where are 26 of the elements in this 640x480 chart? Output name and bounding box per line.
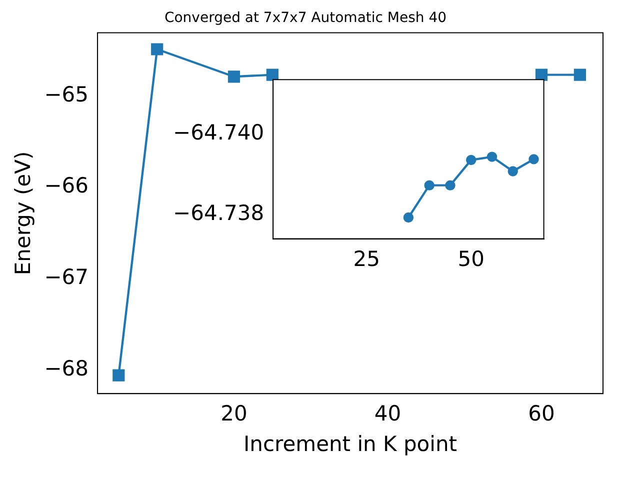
x-axis-title: Increment in K point	[243, 432, 458, 456]
y-tick-label: −66	[44, 174, 89, 198]
y-tick-label: −67	[44, 264, 89, 289]
point	[574, 68, 586, 81]
x-tick-label: 50	[458, 246, 484, 271]
point	[528, 154, 539, 164]
x-tick-label: 25	[353, 246, 380, 271]
x-tick-label: 20	[220, 402, 248, 426]
chart-title: Converged at 7x7x7 Automatic Mesh 40	[164, 10, 447, 26]
y-tick-label: −64.738	[172, 201, 264, 226]
y-tick-label: −64.740	[172, 120, 264, 145]
point	[228, 70, 240, 83]
y-axis-title: Energy (eV)	[11, 151, 36, 276]
point	[486, 152, 498, 162]
y-tick-label: −68	[44, 356, 89, 380]
x-tick-label: 40	[374, 402, 402, 426]
point	[424, 180, 434, 190]
y-tick-label: −65	[44, 82, 89, 106]
point	[466, 154, 476, 166]
point	[112, 369, 125, 382]
point	[151, 43, 164, 56]
x-tick-label: 60	[528, 402, 555, 426]
point	[508, 166, 518, 176]
point	[445, 180, 456, 190]
point	[266, 68, 278, 81]
point	[403, 212, 414, 223]
